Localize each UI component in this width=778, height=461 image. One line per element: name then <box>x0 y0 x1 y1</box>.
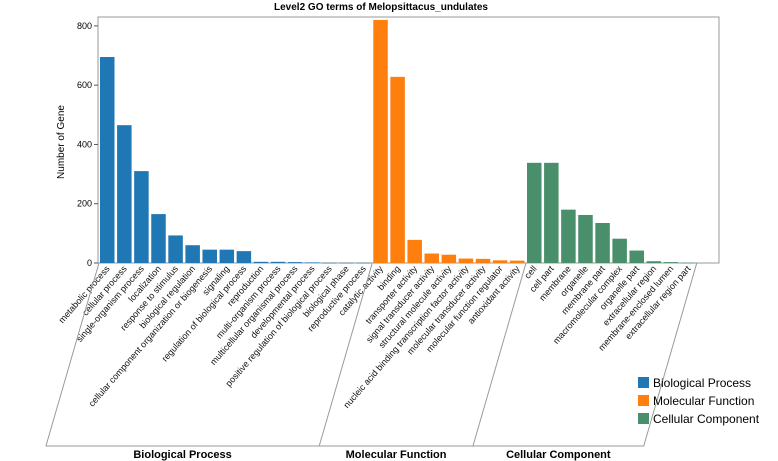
bar <box>544 162 559 263</box>
bar <box>168 235 183 263</box>
bar <box>680 262 696 264</box>
panel-divider <box>45 262 100 447</box>
bar <box>458 258 474 263</box>
panel-divider <box>318 262 373 447</box>
bar <box>492 260 508 263</box>
bar <box>373 19 388 264</box>
bar <box>253 261 269 263</box>
legend-swatch <box>638 395 649 406</box>
bar <box>117 125 132 263</box>
bar <box>339 262 354 264</box>
bar <box>561 209 576 263</box>
bar <box>236 251 252 263</box>
group-label: Cellular Component <box>506 449 611 461</box>
y-tick-label: 0 <box>87 258 92 268</box>
bar <box>663 262 679 263</box>
bar <box>441 254 457 263</box>
bar <box>612 238 627 263</box>
y-axis-label: Number of Gene <box>56 105 67 179</box>
bar <box>509 260 525 263</box>
group-label: Biological Process <box>133 449 231 461</box>
bar <box>270 261 286 263</box>
bar <box>390 76 405 264</box>
legend-label: Cellular Component <box>653 412 760 426</box>
bar <box>185 245 200 263</box>
bar <box>424 253 440 263</box>
legend: Biological Process Molecular Function Cell… <box>638 376 760 426</box>
y-axis: 0 200 400 600 800 <box>77 21 98 268</box>
bar <box>151 214 166 263</box>
y-tick-label: 400 <box>77 139 92 149</box>
legend-label: Biological Process <box>653 376 751 390</box>
panel-divider <box>643 262 698 447</box>
bar <box>304 262 320 264</box>
bar <box>407 239 422 263</box>
plot-frame <box>97 16 720 264</box>
bar <box>202 249 217 263</box>
bar <box>356 262 371 264</box>
group-label: Molecular Function <box>346 449 447 461</box>
bar <box>322 262 337 264</box>
panel-divider <box>472 262 527 447</box>
legend-label: Molecular Function <box>653 394 754 408</box>
group-panels: Biological Process Molecular Function Cell… <box>45 262 698 461</box>
bar <box>100 57 115 263</box>
bar <box>134 171 149 263</box>
legend-swatch <box>638 377 649 388</box>
y-tick-label: 800 <box>77 21 92 31</box>
bar <box>629 250 644 263</box>
y-tick-label: 200 <box>77 199 92 209</box>
bars <box>100 19 696 264</box>
bar <box>595 222 610 263</box>
bar <box>646 261 662 263</box>
bar <box>527 162 542 263</box>
y-tick-label: 600 <box>77 80 92 90</box>
legend-swatch <box>638 413 649 424</box>
bar <box>287 262 303 263</box>
chart-title: Level2 GO terms of Melopsittacus_undulat… <box>274 2 488 13</box>
bar <box>219 249 235 263</box>
bar <box>475 258 491 263</box>
plot-border <box>97 16 720 264</box>
bar <box>578 214 593 263</box>
